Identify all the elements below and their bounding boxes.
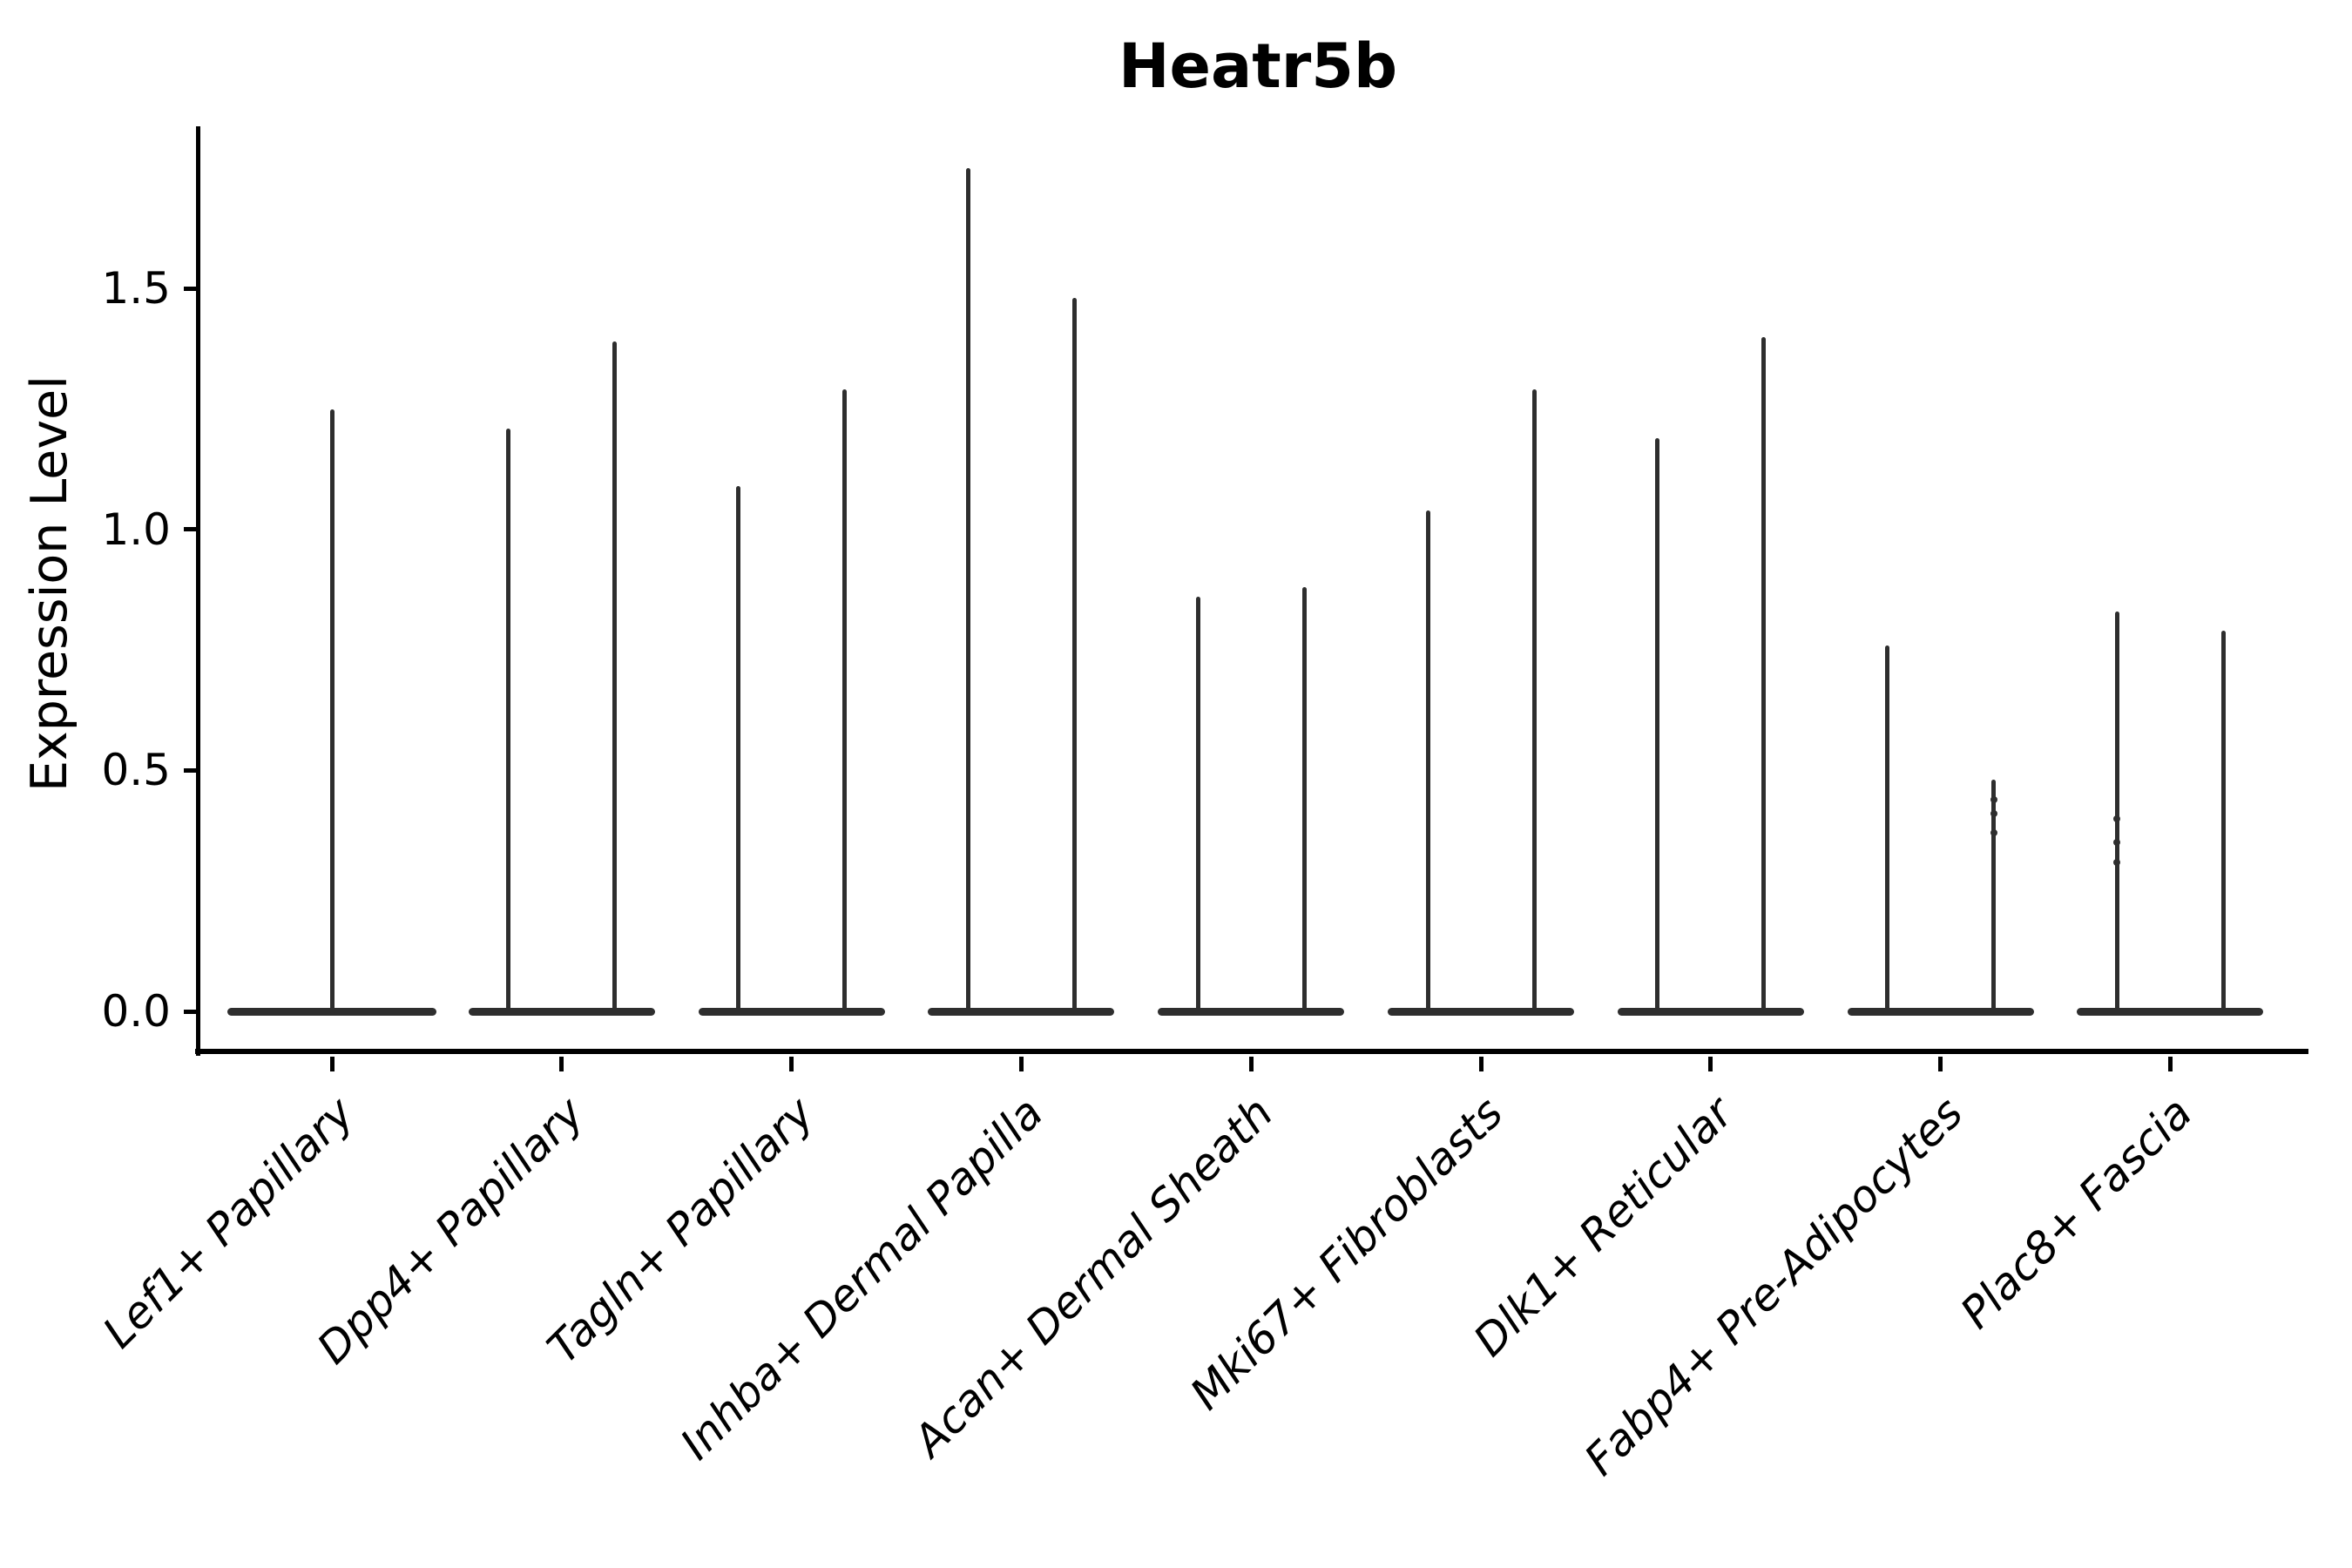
violin-density-spike (965, 167, 970, 1014)
violin-base (1388, 1007, 1574, 1016)
x-tick-mark (329, 1057, 335, 1071)
y-tick-label: 1.0 (101, 504, 171, 555)
y-tick-label: 0.5 (101, 745, 171, 796)
violin-density-spike (1195, 597, 1200, 1014)
y-tick-label: 0.0 (101, 986, 171, 1037)
expression-point-dot (2113, 814, 2121, 822)
expression-point-dot (2113, 839, 2121, 847)
violin-base (698, 1007, 885, 1016)
y-tick-label: 1.5 (101, 263, 171, 314)
violin-density-spike (2220, 630, 2226, 1014)
y-axis-spine (196, 126, 200, 1056)
y-tick-mark (184, 1009, 198, 1014)
violin-base (1617, 1007, 1804, 1016)
x-tick-mark (559, 1057, 564, 1071)
x-tick-mark (1018, 1057, 1024, 1071)
violin-density-spike (1655, 437, 1660, 1014)
x-tick-mark (1248, 1057, 1254, 1071)
y-axis-label: Expression Level (21, 375, 78, 792)
expression-point-dot (1990, 829, 1997, 837)
x-tick-mark (1708, 1057, 1713, 1071)
violin-density-spike (1301, 587, 1307, 1014)
violin-density-spike (329, 409, 335, 1014)
violin-density-spike (1991, 780, 1997, 1014)
x-axis-spine (195, 1049, 2308, 1054)
violin-density-spike (506, 428, 511, 1014)
violin-density-spike (1885, 645, 1890, 1014)
expression-point-dot (1990, 795, 1997, 803)
expression-point-dot (2113, 858, 2121, 866)
violin-density-spike (1425, 510, 1430, 1014)
violin-density-spike (612, 341, 618, 1014)
violin-base (1847, 1007, 2034, 1016)
x-tick-mark (1938, 1057, 1943, 1071)
violin-density-spike (1761, 336, 1767, 1014)
x-tick-mark (1478, 1057, 1484, 1071)
violin-density-spike (842, 389, 848, 1014)
violin-base (1158, 1007, 1345, 1016)
expression-point-dot (1990, 810, 1997, 818)
y-tick-mark (184, 286, 198, 291)
x-tick-mark (789, 1057, 794, 1071)
violin-density-spike (2114, 611, 2119, 1014)
chart-title: Heatr5b (1118, 30, 1398, 102)
violin-density-spike (736, 486, 741, 1014)
violin-base (468, 1007, 655, 1016)
violin-density-spike (1531, 389, 1537, 1014)
y-tick-mark (184, 527, 198, 532)
violin-base (2077, 1007, 2264, 1016)
x-tick-mark (2167, 1057, 2173, 1071)
y-tick-mark (184, 767, 198, 773)
violin-density-spike (1071, 298, 1077, 1014)
violin-base (928, 1007, 1115, 1016)
